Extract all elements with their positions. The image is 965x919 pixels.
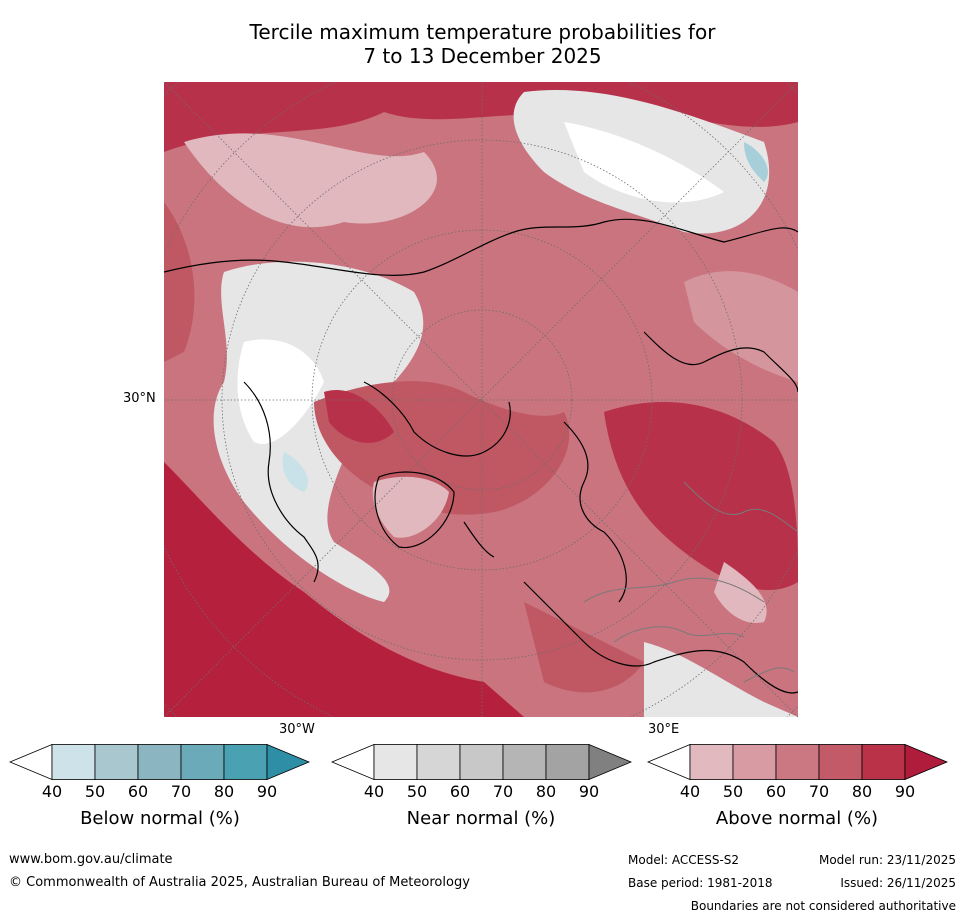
- region-above-mediterranean: [524, 602, 644, 693]
- border-south: [743, 667, 795, 683]
- colorbar-swatch: [459, 744, 504, 780]
- coastlines: [164, 218, 798, 694]
- tick-label: 50: [406, 782, 428, 801]
- colorbar-extend-high: [266, 744, 311, 780]
- region-white-siberia: [564, 122, 724, 203]
- tick-label: 70: [808, 782, 830, 801]
- colorbar-above-label: Above normal (%): [715, 808, 879, 829]
- coastline-greenland: [374, 471, 455, 549]
- colorbar-extend-high: [904, 744, 949, 780]
- footer-base-period: Base period: 1981-2018: [628, 876, 773, 890]
- tick-label: 70: [170, 782, 192, 801]
- border-russia: [683, 481, 798, 533]
- region-pale-greenland: [372, 476, 449, 538]
- colorbar-near-swatches: [331, 744, 633, 780]
- colorbar-swatch: [689, 744, 734, 780]
- colorbar-swatch: [373, 744, 418, 780]
- region-strong-above-north: [164, 82, 798, 152]
- colorbar-swatch: [502, 744, 547, 780]
- colorbar-swatch: [416, 744, 461, 780]
- footer-copyright: © Commonwealth of Australia 2025, Austra…: [9, 875, 470, 890]
- colorbar-swatch: [94, 744, 139, 780]
- tick-label: 80: [213, 782, 235, 801]
- title-line-2: 7 to 13 December 2025: [363, 44, 602, 68]
- tick-label: 90: [894, 782, 916, 801]
- graticule-meridian-135: [164, 82, 798, 717]
- colorbar-above-swatches: [647, 744, 949, 780]
- tick-label: 50: [722, 782, 744, 801]
- tick-label: 80: [851, 782, 873, 801]
- colorbar-extend-high: [588, 744, 633, 780]
- region-white-canada: [237, 339, 324, 444]
- colorbar-extend-low: [331, 744, 375, 780]
- region-above-west: [164, 202, 195, 362]
- colorbar-swatch: [545, 744, 590, 780]
- colorbar-extend-low: [9, 744, 53, 780]
- tick-label: 90: [578, 782, 600, 801]
- border-europe-2: [613, 626, 745, 643]
- tick-label: 40: [679, 782, 701, 801]
- map-canvas: [164, 82, 798, 717]
- coastline-arctic-islands: [363, 381, 511, 457]
- country-borders: [583, 481, 798, 683]
- colorbar-below-normal: [9, 744, 311, 780]
- tick-label: 90: [256, 782, 278, 801]
- colorbar-above-ticks: 40 50 60 70 80 90: [647, 782, 949, 802]
- region-below-normal-canada: [282, 452, 308, 492]
- colorbar-swatch: [775, 744, 820, 780]
- footer-model-run: Model run: 23/11/2025: [818, 853, 956, 867]
- colorbar-above-normal: [647, 744, 949, 780]
- region-near-normal-south: [644, 642, 798, 717]
- region-strong-above-baffin: [324, 390, 394, 443]
- colorbar-extend-low: [647, 744, 691, 780]
- coastline-iceland: [463, 521, 495, 558]
- colorbar-below-ticks: 40 50 60 70 80 90: [9, 782, 311, 802]
- colorbar-swatch: [180, 744, 225, 780]
- border-europe-1: [583, 577, 765, 603]
- tick-label: 70: [492, 782, 514, 801]
- footer-website: www.bom.gov.au/climate: [9, 852, 173, 867]
- coastline-scandinavia: [563, 421, 627, 603]
- colorbar-swatch: [732, 744, 777, 780]
- tick-label: 80: [535, 782, 557, 801]
- title-line-1: Tercile maximum temperature probabilitie…: [249, 20, 716, 44]
- region-pale-central-asia: [684, 271, 798, 382]
- colorbar-below-swatches: [9, 744, 311, 780]
- colorbar-near-label: Near normal (%): [406, 808, 556, 829]
- region-below-normal-siberia: [744, 142, 768, 182]
- region-strong-above-russia: [604, 402, 798, 591]
- colorbar-near-ticks: 40 50 60 70 80 90: [331, 782, 633, 802]
- tick-label: 40: [41, 782, 63, 801]
- coastline-arctic-north: [164, 218, 798, 276]
- probability-map: [164, 82, 798, 717]
- footer-model: Model: ACCESS-S2: [628, 853, 740, 867]
- colorbar-near-normal: [331, 744, 633, 780]
- colorbar-swatch: [137, 744, 182, 780]
- tick-label: 50: [84, 782, 106, 801]
- footer-disclaimer: Boundaries are not considered authoritat…: [690, 899, 956, 913]
- tick-label: 60: [127, 782, 149, 801]
- coastline-hudson: [243, 381, 319, 583]
- colorbar-below-label: Below normal (%): [80, 808, 240, 829]
- coastline-siberia: [643, 331, 798, 393]
- region-pale-caspian: [714, 562, 767, 623]
- graticule: [164, 82, 798, 717]
- footer-issued: Issued: 26/11/2025: [840, 876, 956, 890]
- longitude-label-30e: 30°E: [648, 722, 680, 737]
- colorbar-swatch: [223, 744, 268, 780]
- region-strong-above-atlantic: [164, 462, 524, 717]
- colorbar-swatch: [51, 744, 96, 780]
- map-title: Tercile maximum temperature probabilitie…: [0, 20, 965, 68]
- tick-label: 60: [765, 782, 787, 801]
- colorbar-swatch: [861, 744, 906, 780]
- tick-label: 40: [363, 782, 385, 801]
- latitude-label-30n: 30°N: [123, 391, 156, 406]
- longitude-label-30w: 30°W: [279, 722, 315, 737]
- graticule-circle-80n: [391, 309, 573, 491]
- tick-label: 60: [449, 782, 471, 801]
- colorbar-swatch: [818, 744, 863, 780]
- region-pale-north: [184, 133, 437, 228]
